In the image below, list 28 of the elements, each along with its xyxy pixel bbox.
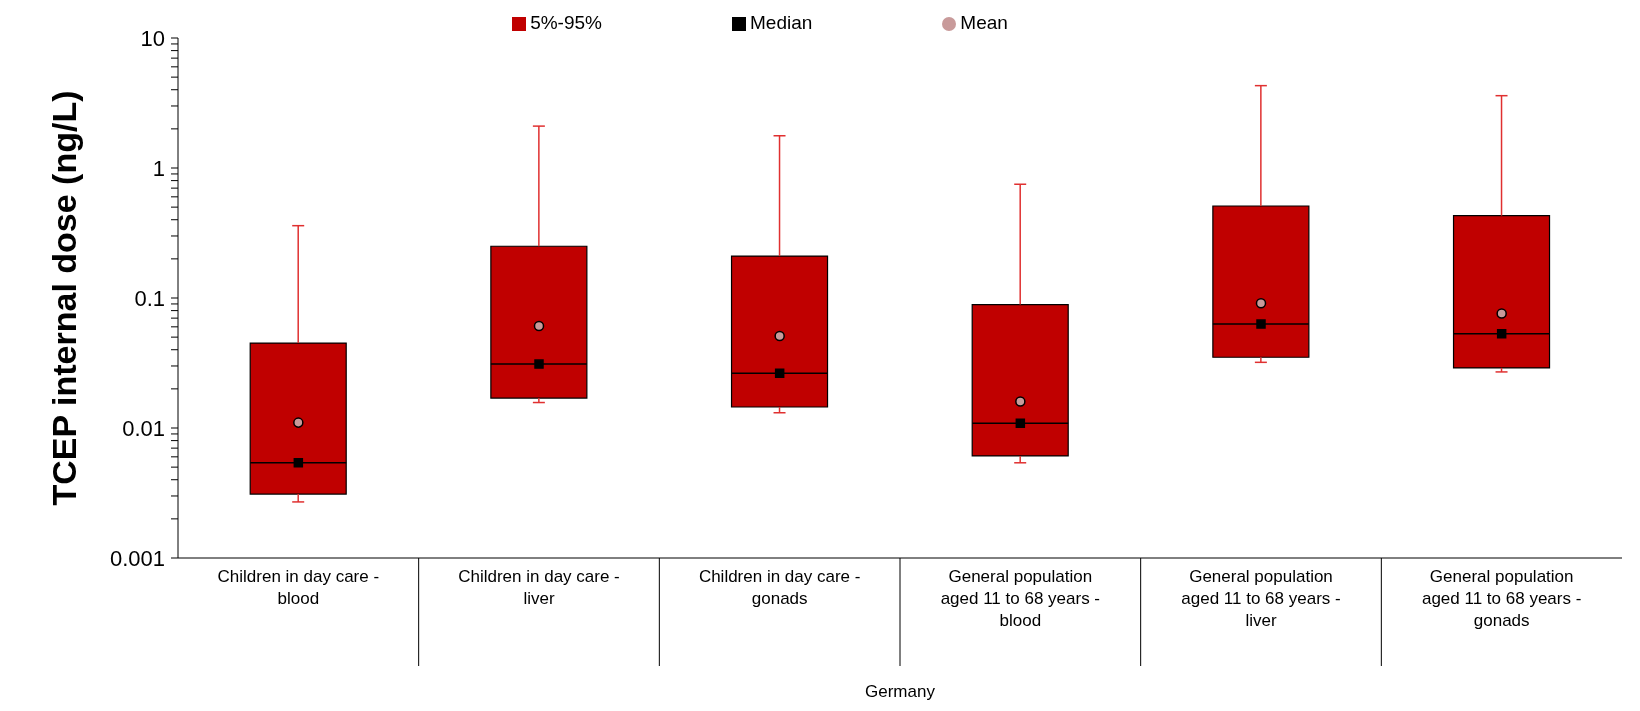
point xyxy=(293,417,304,428)
x-tick-label: General population aged 11 to 68 years - blood xyxy=(940,567,1101,630)
x-axis-title: Germany xyxy=(865,682,936,701)
point xyxy=(1015,396,1026,407)
legend-label: Mean xyxy=(960,12,1008,33)
point xyxy=(1496,329,1507,339)
x-tick-label: Children in day care - gonads xyxy=(698,567,861,608)
point xyxy=(1496,308,1507,319)
point xyxy=(774,368,785,378)
point xyxy=(293,458,304,468)
x-tick-label: General population aged 11 to 68 years - liver xyxy=(1181,567,1341,630)
point xyxy=(1255,298,1267,309)
point xyxy=(774,330,785,342)
y-tick-label: 0.01 xyxy=(122,415,165,441)
point xyxy=(534,359,544,369)
x-tick-label: General population aged 11 to 68 years - gonads xyxy=(1421,567,1582,630)
y-tick-label: 1 xyxy=(152,155,165,181)
point xyxy=(1256,319,1266,329)
legend-label: 5%-95% xyxy=(530,12,602,33)
y-tick-label: 0.001 xyxy=(109,545,165,571)
y-tick-label: 10 xyxy=(140,25,165,51)
x-tick-label: Children in day care - liver xyxy=(458,567,620,608)
y-tick-label: 0.1 xyxy=(134,285,165,311)
y-axis-title: TCEP internal dose (ng/L) xyxy=(45,90,83,506)
point xyxy=(1015,418,1026,428)
legend-label: Median xyxy=(749,12,813,33)
x-tick-label: Children in day care - blood xyxy=(217,567,380,608)
point xyxy=(533,320,545,332)
